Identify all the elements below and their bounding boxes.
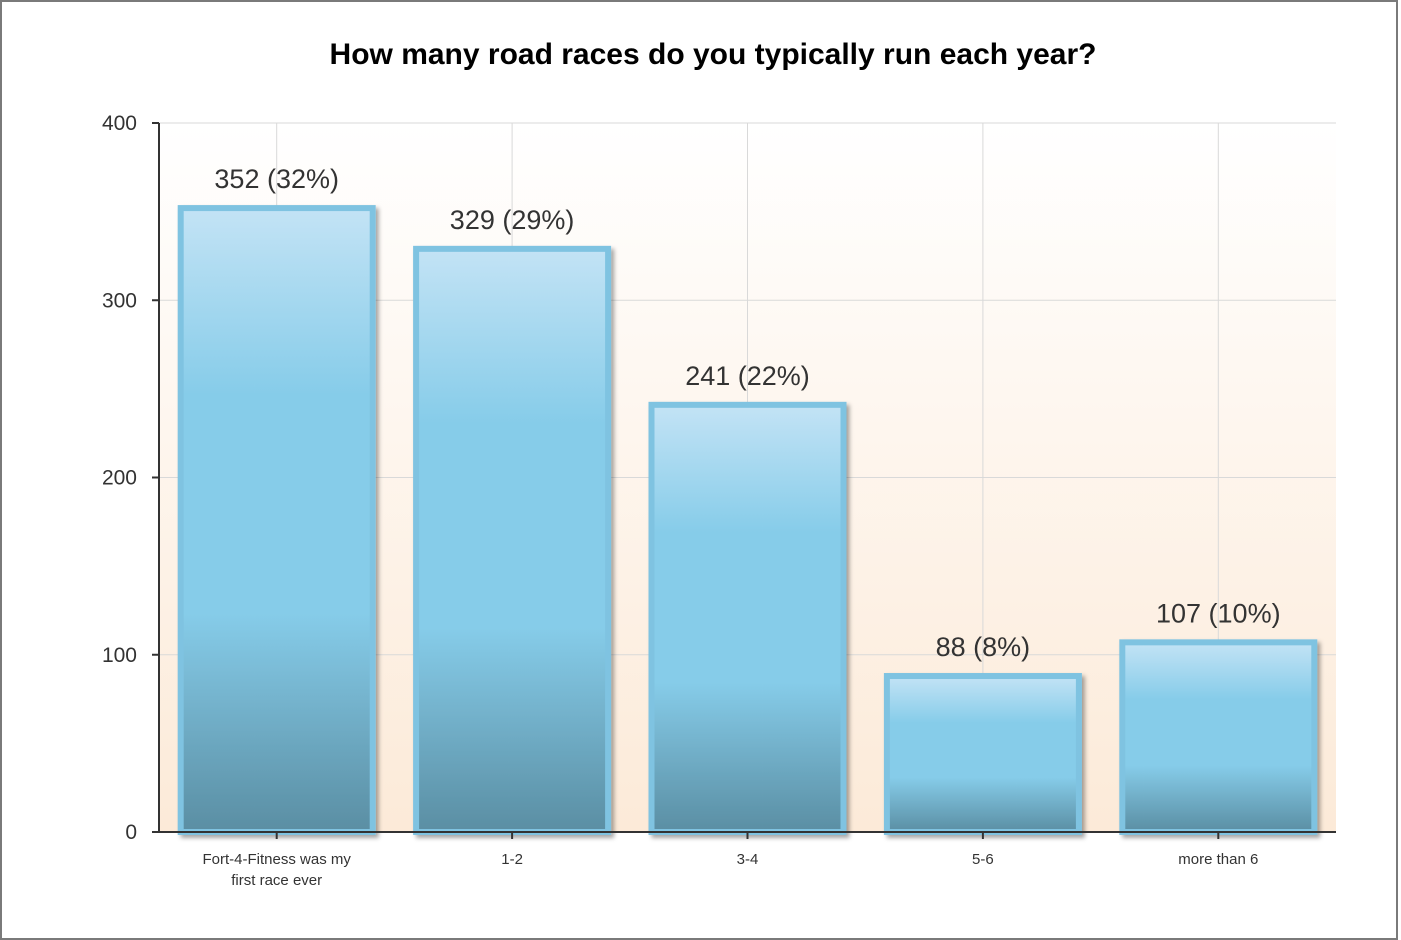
x-tick-label: Fort-4-Fitness was my first race ever xyxy=(203,851,352,889)
data-label: 88 (8%) xyxy=(936,632,1031,662)
y-tick-label: 0 xyxy=(125,821,137,844)
y-tick-labels: 0 100 200 300 400 xyxy=(102,112,137,844)
y-tick-label: 100 xyxy=(102,644,137,667)
data-label: 241 (22%) xyxy=(685,361,810,391)
bar xyxy=(652,405,844,832)
x-tick-labels: Fort-4-Fitness was my first race ever 1-2 3… xyxy=(203,851,1259,889)
bar xyxy=(181,208,373,832)
data-label: 352 (32%) xyxy=(214,164,339,194)
bar xyxy=(416,249,608,832)
data-label: 107 (10%) xyxy=(1156,598,1281,628)
x-tick-label: more than 6 xyxy=(1178,851,1258,868)
y-tick-label: 300 xyxy=(102,289,137,312)
data-label: 329 (29%) xyxy=(450,205,575,235)
bar xyxy=(1122,642,1314,832)
x-tick-label: 1-2 xyxy=(501,851,523,868)
chart-title: How many road races do you typically run… xyxy=(330,38,1097,71)
x-tick-label: 5-6 xyxy=(972,851,994,868)
x-tick-label: 3-4 xyxy=(737,851,759,868)
y-tick-label: 400 xyxy=(102,112,137,135)
y-tick-label: 200 xyxy=(102,467,137,490)
bar xyxy=(887,676,1079,832)
